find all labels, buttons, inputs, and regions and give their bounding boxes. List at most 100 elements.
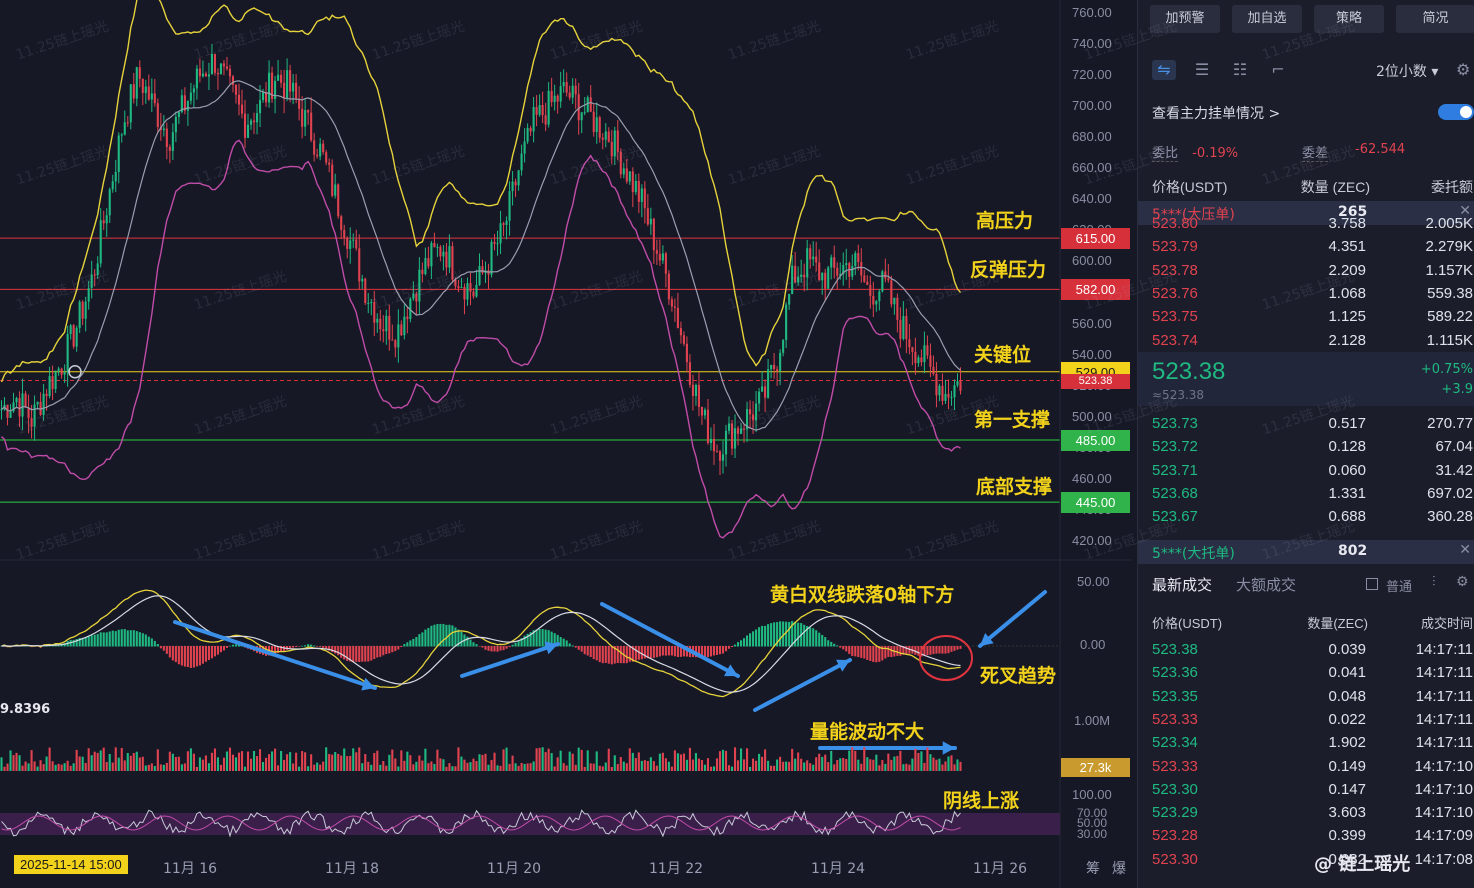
volume-bar [129,755,132,771]
book-bids-icon[interactable]: ☷ [1232,60,1248,79]
macd-bar [141,633,144,647]
macd-bar [709,646,713,657]
macd-bar [872,646,875,662]
bid-row[interactable]: 523.67 0.688 360.28 [1138,505,1474,528]
volume-bar [322,761,325,771]
book-asks-icon[interactable]: ☰ [1194,60,1210,79]
strategy-button[interactable]: 策略 [1314,5,1384,33]
volume-bar [439,758,442,771]
macd-bar [526,633,529,647]
bid-row[interactable]: 523.72 0.128 67.04 [1138,435,1474,458]
main-orders-toggle[interactable] [1438,104,1474,120]
close-icon[interactable]: ✕ [1459,542,1471,558]
annotation-volume: 量能波动不大 [810,721,925,743]
bid-row[interactable]: 523.73 0.517 270.77 [1138,412,1474,435]
candle-body [406,316,409,320]
candle-body [938,385,941,396]
candle-body [469,283,472,292]
trade-row[interactable]: 523.38 0.039 14:17:11 [1138,638,1474,661]
macd-bar [189,646,192,668]
ask-row[interactable]: 523.76 1.068 559.38 [1138,282,1474,305]
big-ask-band[interactable]: 5***(大压单) 265 ✕ [1138,201,1474,225]
row-price: 523.71 [1152,461,1198,479]
ask-row[interactable]: 523.74 2.128 1.115K [1138,329,1474,352]
volume-bar [268,754,271,771]
trade-row[interactable]: 523.36 0.041 14:17:11 [1138,661,1474,684]
candle-body [442,251,445,257]
trade-row[interactable]: 523.33 0.022 14:17:11 [1138,708,1474,731]
book-both-icon[interactable]: ⇋ [1152,60,1176,80]
settings-icon[interactable]: ⚙ [1456,60,1471,79]
watchlist-button[interactable]: 加自选 [1232,5,1302,33]
view-main-orders-link[interactable]: 查看主力挂单情况 > [1152,106,1281,122]
price-chart-svg[interactable] [0,0,1133,888]
decimals-select[interactable]: 2位小数 ▾ [1376,61,1438,81]
bid-row[interactable]: 523.68 1.331 697.02 [1138,482,1474,505]
row-price: 523.28 [1152,827,1198,845]
tab-latest-trades[interactable]: 最新成交 [1152,576,1213,594]
alert-button[interactable]: 加预警 [1150,5,1220,33]
big-bid-band[interactable]: 5***(大托单) 802 ✕ [1138,540,1474,564]
candle-body [274,80,277,99]
macd-bar [198,646,201,666]
candle-body [550,90,553,103]
book-header-total[interactable]: 委托额 [1431,179,1473,195]
chart-area[interactable]: 760.00 740.00 720.00 700.00 680.00 660.00 640.… [0,0,1133,888]
macd-bar [658,646,661,657]
summary-button[interactable]: 简况 [1396,5,1474,33]
normal-checkbox[interactable] [1366,578,1378,590]
candle-body [562,82,565,87]
macd-bar [821,634,824,647]
candle-body [746,409,749,430]
volume-bar [917,752,920,771]
volume-bar [493,752,496,771]
liquidation-tag[interactable]: 爆 [1112,861,1126,877]
close-icon[interactable]: ✕ [1459,203,1471,219]
macd-bar [739,640,743,647]
candle-body [812,256,815,260]
candle-body [460,287,463,289]
trades-header-qty[interactable]: 数量(ZEC) [1307,616,1368,631]
row-total: 14:17:10 [1414,780,1473,798]
macd-bar [514,642,517,647]
macd-bar [415,636,418,647]
candle-body [222,63,226,67]
macd-bar [661,646,664,656]
macd-axis-top: 50.00 [1077,574,1110,589]
macd-bar [854,646,857,657]
trade-row[interactable]: 523.33 0.149 14:17:10 [1138,755,1474,778]
ask-row[interactable]: 523.75 1.125 589.22 [1138,305,1474,328]
chips-tag[interactable]: 筹 [1086,861,1100,877]
trades-settings-icon[interactable]: ⚙ [1456,574,1469,590]
volume-bar [334,752,337,771]
bid-row[interactable]: 523.71 0.060 31.42 [1138,459,1474,482]
ask-row[interactable]: 523.79 4.351 2.279K [1138,235,1474,258]
book-header-qty[interactable]: 数量 (ZEC) [1300,179,1370,195]
trade-row[interactable]: 523.34 1.902 14:17:11 [1138,731,1474,754]
candle-body [138,67,141,79]
tab-large-trades[interactable]: 大额成交 [1236,576,1297,594]
filter-icon[interactable]: ⫶ [1432,574,1436,590]
ask-row[interactable]: 523.78 2.209 1.157K [1138,259,1474,282]
candle-body [448,246,451,268]
big-bid-value: 802 [1338,543,1368,559]
trade-row[interactable]: 523.35 0.048 14:17:11 [1138,685,1474,708]
trade-row[interactable]: 523.30 0.147 14:17:10 [1138,778,1474,801]
macd-bar [580,646,583,652]
depth-icon[interactable]: ⌐ [1271,60,1285,79]
candle-body [343,229,346,238]
volume-bar [445,766,448,771]
candle-body [800,274,803,277]
ask-row[interactable]: 523.80 3.758 2.005K [1138,212,1474,235]
volume-bar [168,751,171,771]
trade-row[interactable]: 523.29 3.603 14:17:10 [1138,801,1474,824]
volume-bar [812,764,815,771]
volume-bar [180,764,183,771]
candle-body [523,141,526,154]
candle-body [228,68,232,77]
volume-bar [872,759,875,771]
trend-arrow-2-head [544,641,558,655]
trade-row[interactable]: 523.28 0.399 14:17:09 [1138,824,1474,847]
trade-row[interactable]: 523.30 0.032 14:17:08 [1138,848,1474,871]
candle-body [631,171,634,193]
